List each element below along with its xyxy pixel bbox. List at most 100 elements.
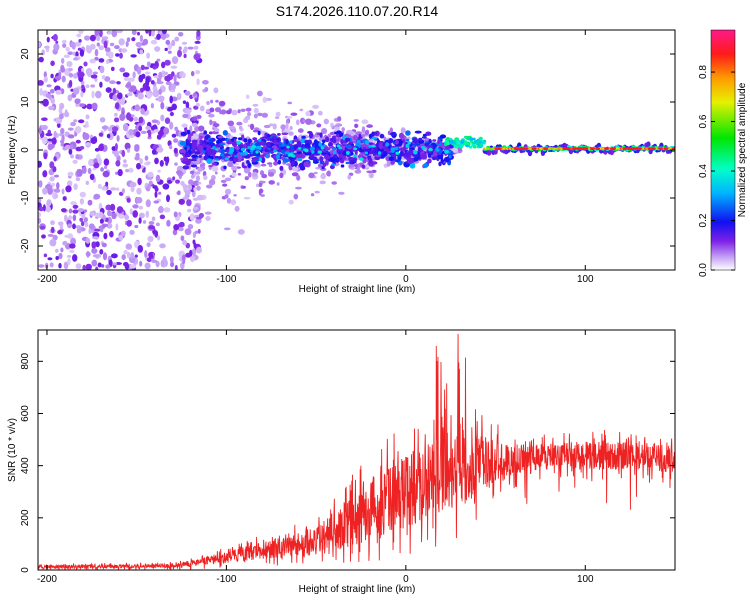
heatmap-cell	[194, 151, 202, 155]
heatmap-cell	[496, 147, 501, 151]
heatmap-cell	[622, 147, 628, 151]
heatmap-cell	[219, 153, 225, 157]
heatmap-cell	[77, 47, 82, 51]
heatmap-cell	[76, 33, 82, 38]
heatmap-cell	[156, 33, 162, 40]
heatmap-cell	[156, 146, 164, 153]
heatmap-cell	[185, 109, 192, 114]
heatmap-cell	[190, 174, 195, 179]
heatmap-cell	[164, 117, 171, 124]
heatmap-cell	[94, 228, 101, 232]
heatmap-cell	[164, 47, 168, 52]
heatmap-cell	[469, 137, 474, 141]
heatmap-cell	[194, 125, 199, 133]
snr-series-line	[38, 333, 675, 570]
heatmap-cell	[270, 138, 276, 141]
heatmap-cell	[244, 151, 248, 155]
colorbar-tick-label: 0.8	[698, 65, 709, 79]
heatmap-cell	[339, 159, 345, 164]
heatmap-cell	[67, 134, 75, 139]
snr-y-axis-label: SNR (10 * v/v)	[7, 418, 18, 482]
colorbar-tick-label: 0.6	[698, 114, 709, 128]
heatmap-cell	[291, 160, 296, 166]
heatmap-cell	[307, 131, 313, 134]
heatmap-cell	[192, 92, 197, 97]
heatmap-cell	[366, 170, 373, 174]
heatmap-cell	[79, 198, 84, 205]
heatmap-cell	[634, 147, 640, 151]
heatmap-cell	[184, 194, 190, 200]
heatmap-cell	[83, 133, 90, 140]
heatmap-cell	[285, 122, 289, 130]
heatmap-cell	[191, 248, 197, 257]
heatmap-cell	[194, 40, 201, 44]
heatmap-cell	[97, 183, 102, 190]
heatmap-cell	[48, 105, 55, 111]
heatmap-cell	[243, 167, 251, 174]
heatmap-cell	[160, 102, 165, 110]
heatmap-cell	[268, 172, 275, 177]
heatmap-cell	[85, 263, 92, 270]
heatmap-cell	[188, 179, 194, 186]
heatmap-cell	[64, 144, 72, 150]
chart-title: S174.2026.110.07.20.R14	[276, 3, 439, 19]
heatmap-cell	[73, 183, 78, 191]
heatmap-cell	[575, 147, 581, 151]
heatmap-cell	[261, 173, 268, 179]
heatmap-cell	[471, 143, 476, 147]
heatmap-cell	[258, 182, 263, 188]
heatmap-cell	[293, 193, 299, 200]
heatmap-cell	[148, 129, 152, 138]
heatmap-cell	[61, 134, 65, 142]
heatmap-cell	[140, 130, 147, 134]
heatmap-cell	[344, 148, 348, 151]
heatmap-cell	[217, 156, 223, 160]
heatmap-cell	[86, 45, 92, 54]
heatmap-cell	[142, 38, 149, 46]
heatmap-cell	[353, 156, 357, 163]
heatmap-cell	[75, 139, 81, 144]
heatmap-cell	[432, 156, 437, 161]
heatmap-cell	[93, 193, 101, 200]
heatmap-cell	[224, 194, 229, 199]
heatmap-cell	[62, 240, 68, 246]
heatmap-cell	[460, 140, 465, 144]
heatmap-cell	[299, 108, 304, 112]
heatmap-cell	[50, 97, 55, 104]
heatmap-cell	[187, 184, 193, 191]
heatmap-cell	[87, 167, 92, 175]
heatmap-cell	[49, 88, 55, 94]
heatmap-cell	[105, 59, 110, 64]
heatmap-cell	[63, 214, 68, 222]
heatmap-cell	[79, 191, 87, 198]
heatmap-cell	[437, 138, 441, 144]
heatmap-cell	[100, 167, 104, 172]
colorbar-gradient	[710, 29, 736, 271]
heatmap-cell	[148, 30, 152, 37]
heatmap-cell	[70, 41, 76, 48]
heatmap-cell	[46, 84, 52, 88]
heatmap-cell	[76, 227, 82, 234]
heatmap-cell	[63, 54, 71, 58]
heatmap-cell	[232, 163, 240, 166]
heatmap-cell	[50, 220, 55, 226]
heatmap-cell	[164, 75, 169, 82]
heatmap-cell	[199, 164, 203, 168]
heatmap-cell	[329, 164, 335, 170]
heatmap-cell	[190, 255, 195, 262]
snr-x-axis-label: Height of straight line (km)	[299, 584, 416, 595]
spectrogram-y-axis-label: Frequency (Hz)	[7, 116, 18, 185]
heatmap-cell	[174, 162, 178, 166]
heatmap-cell	[123, 249, 128, 255]
heatmap-cell	[458, 143, 463, 148]
heatmap-cell	[136, 162, 141, 170]
heatmap-cell	[93, 162, 100, 169]
heatmap-cell	[345, 161, 350, 165]
heatmap-cell	[59, 113, 64, 120]
heatmap-cell	[211, 162, 218, 166]
heatmap-cell	[94, 48, 99, 57]
heatmap-cell	[646, 141, 651, 148]
heatmap-cell	[144, 155, 149, 161]
heatmap-cell	[136, 90, 141, 94]
spectrogram-y-ticks: -20 -10 0 10 20	[20, 48, 675, 253]
